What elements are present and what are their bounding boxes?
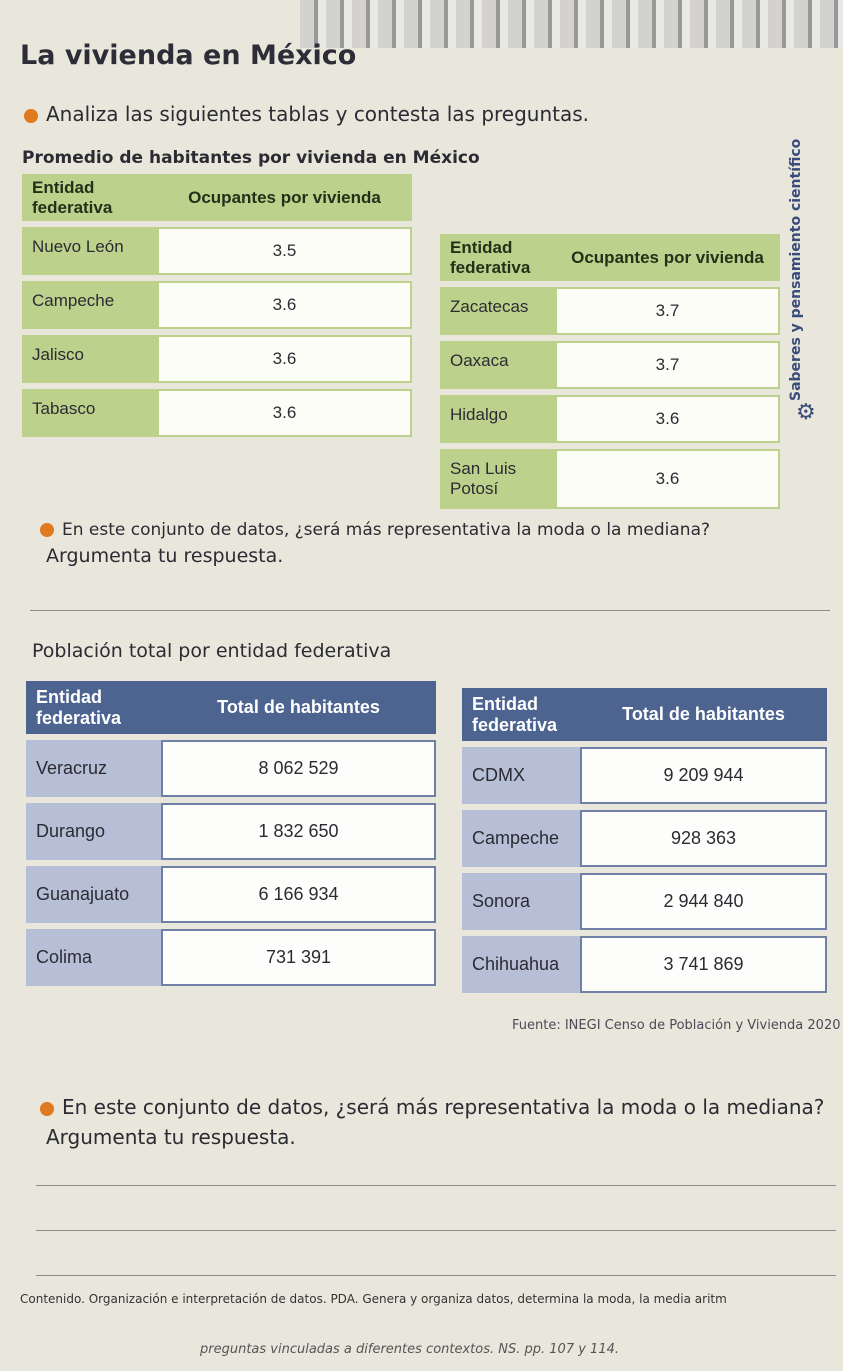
answer-line — [36, 1230, 836, 1231]
table-row: CDMX 9 209 944 — [462, 747, 827, 805]
source-note: Fuente: INEGI Censo de Población y Vivie… — [512, 1018, 841, 1033]
header-value: Ocupantes por vivienda — [555, 234, 780, 282]
value-cell: 6 166 934 — [161, 866, 436, 924]
notebook-spiral — [300, 0, 843, 48]
value-cell: 3.6 — [157, 389, 412, 438]
question-2-argue: Argumenta tu respuesta. — [46, 1125, 296, 1149]
value-cell: 2 944 840 — [580, 873, 827, 931]
question-1-argue: Argumenta tu respuesta. — [46, 545, 284, 567]
entity-cell: San Luis Potosí — [440, 449, 555, 510]
value-cell: 3.6 — [157, 335, 412, 384]
section2-subtitle: Población total por entidad federativa — [32, 640, 392, 662]
entity-cell: CDMX — [462, 747, 580, 805]
instruction-text: Analiza las siguientes tablas y contesta… — [46, 102, 590, 126]
entity-cell: Campeche — [22, 281, 157, 330]
question-2-text: En este conjunto de datos, ¿será más rep… — [62, 1095, 825, 1119]
table-row: San Luis Potosí 3.6 — [440, 449, 780, 510]
entity-cell: Durango — [26, 803, 161, 861]
table-row: Oaxaca 3.7 — [440, 341, 780, 390]
header-entity: Entidad federativa — [440, 234, 555, 282]
answer-line — [36, 1275, 836, 1276]
entity-cell: Tabasco — [22, 389, 157, 438]
value-cell: 1 832 650 — [161, 803, 436, 861]
section1-subtitle: Promedio de habitantes por vivienda en M… — [22, 148, 480, 168]
table-row: Campeche 3.6 — [22, 281, 412, 330]
entity-cell: Veracruz — [26, 740, 161, 798]
occupants-table-right: Entidad federativa Ocupantes por viviend… — [440, 228, 780, 515]
table-row: Jalisco 3.6 — [22, 335, 412, 384]
value-cell: 3.7 — [555, 287, 780, 336]
header-value: Total de habitantes — [161, 681, 436, 735]
header-entity: Entidad federativa — [462, 688, 580, 742]
table-row: Durango 1 832 650 — [26, 803, 436, 861]
table-row: Hidalgo 3.6 — [440, 395, 780, 444]
answer-line — [36, 1185, 836, 1186]
table-row: Guanajuato 6 166 934 — [26, 866, 436, 924]
bullet-icon — [24, 108, 38, 123]
header-entity: Entidad federativa — [22, 174, 157, 222]
entity-cell: Guanajuato — [26, 866, 161, 924]
question-1: En este conjunto de datos, ¿será más rep… — [40, 520, 710, 540]
page-title: La vivienda en México — [20, 40, 357, 71]
entity-cell: Campeche — [462, 810, 580, 868]
value-cell: 928 363 — [580, 810, 827, 868]
entity-cell: Sonora — [462, 873, 580, 931]
value-cell: 3.6 — [555, 395, 780, 444]
population-table-right: Entidad federativa Total de habitantes C… — [462, 682, 827, 999]
entity-cell: Oaxaca — [440, 341, 555, 390]
entity-cell: Colima — [26, 929, 161, 987]
value-cell: 3 741 869 — [580, 936, 827, 994]
side-label: Saberes y pensamiento científico — [788, 138, 804, 402]
entity-cell: Zacatecas — [440, 287, 555, 336]
table-row: Nuevo León 3.5 — [22, 227, 412, 276]
footer-content: Contenido. Organización e interpretación… — [20, 1292, 727, 1306]
value-cell: 9 209 944 — [580, 747, 827, 805]
bullet-icon — [40, 1101, 54, 1116]
header-value: Ocupantes por vivienda — [157, 174, 412, 222]
table-row: Campeche 928 363 — [462, 810, 827, 868]
entity-cell: Jalisco — [22, 335, 157, 384]
question-1-text: En este conjunto de datos, ¿será más rep… — [62, 520, 711, 540]
value-cell: 3.5 — [157, 227, 412, 276]
table-row: Veracruz 8 062 529 — [26, 740, 436, 798]
table-row: Colima 731 391 — [26, 929, 436, 987]
entity-cell: Chihuahua — [462, 936, 580, 994]
table-row: Tabasco 3.6 — [22, 389, 412, 438]
value-cell: 8 062 529 — [161, 740, 436, 798]
occupants-table-left: Entidad federativa Ocupantes por viviend… — [22, 168, 412, 443]
table-row: Sonora 2 944 840 — [462, 873, 827, 931]
bullet-icon — [40, 523, 54, 537]
entity-cell: Hidalgo — [440, 395, 555, 444]
header-entity: Entidad federativa — [26, 681, 161, 735]
table-row: Zacatecas 3.7 — [440, 287, 780, 336]
value-cell: 3.6 — [157, 281, 412, 330]
footer-content-2: preguntas vinculadas a diferentes contex… — [200, 1342, 619, 1357]
gear-icon: ⚙ — [796, 400, 816, 425]
population-table-left: Entidad federativa Total de habitantes V… — [26, 675, 436, 992]
table-row: Chihuahua 3 741 869 — [462, 936, 827, 994]
value-cell: 3.7 — [555, 341, 780, 390]
entity-cell: Nuevo León — [22, 227, 157, 276]
instruction: Analiza las siguientes tablas y contesta… — [24, 102, 589, 126]
value-cell: 731 391 — [161, 929, 436, 987]
question-2: En este conjunto de datos, ¿será más rep… — [40, 1095, 824, 1119]
answer-line — [30, 610, 830, 611]
value-cell: 3.6 — [555, 449, 780, 510]
header-value: Total de habitantes — [580, 688, 827, 742]
